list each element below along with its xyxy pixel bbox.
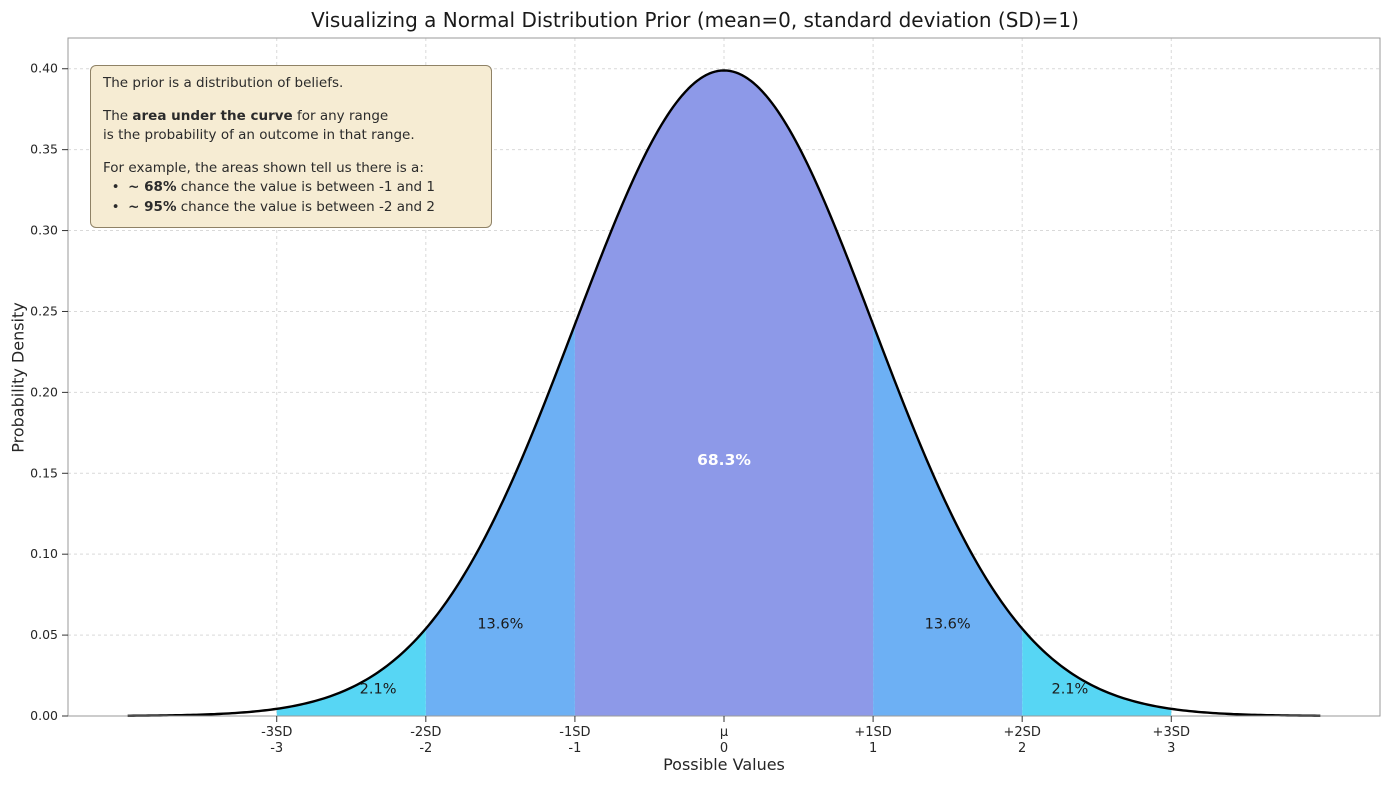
y-tick-label: 0.30 — [30, 223, 58, 238]
x-tick-label-sd: +1SD — [854, 725, 891, 740]
annotation-line: • ~ 95% chance the value is between -2 a… — [103, 198, 435, 215]
x-tick-label-value: -2 — [419, 741, 432, 756]
x-tick-label-value: -1 — [568, 741, 581, 756]
shaded-region-2.1% — [1022, 628, 1172, 716]
y-tick-label: 0.35 — [30, 142, 58, 157]
annotation-paragraph-gap — [103, 146, 479, 159]
annotation-paragraph-gap — [103, 94, 479, 107]
annotation-line: The area under the curve for any range — [103, 107, 389, 124]
x-tick-label-value: -3 — [270, 741, 283, 756]
y-tick-label: 0.10 — [30, 546, 58, 561]
region-label: 2.1% — [360, 681, 397, 697]
annotation-box: The prior is a distribution of beliefs. T… — [90, 65, 492, 228]
y-tick-label: 0.40 — [30, 61, 58, 76]
annotation-line: The prior is a distribution of beliefs. — [103, 75, 344, 91]
x-tick-label-sd: +2SD — [1003, 725, 1040, 740]
x-tick-label-value: 1 — [869, 741, 877, 756]
x-tick-label-sd: -3SD — [261, 725, 292, 740]
x-tick-label-sd: μ — [720, 725, 728, 740]
chart-title: Visualizing a Normal Distribution Prior … — [311, 8, 1079, 32]
x-tick-label-value: 3 — [1167, 741, 1175, 756]
region-label: 13.6% — [925, 617, 971, 633]
y-tick-label: 0.25 — [30, 303, 58, 318]
x-tick-label-sd: -1SD — [559, 725, 590, 740]
x-tick-label-sd: -2SD — [410, 725, 441, 740]
x-tick-label-value: 0 — [720, 741, 728, 756]
annotation-line: is the probability of an outcome in that… — [103, 127, 415, 143]
region-label: 2.1% — [1051, 681, 1088, 697]
region-label: 13.6% — [477, 617, 523, 633]
distribution-curve — [127, 69, 1321, 717]
x-axis-label: Possible Values — [663, 755, 785, 774]
annotation-line: • ~ 68% chance the value is between -1 a… — [103, 179, 435, 195]
y-tick-label: 0.20 — [30, 384, 58, 399]
shaded-region-68.3% — [574, 70, 874, 716]
shaded-region-2.1% — [276, 628, 426, 716]
y-axis-label: Probability Density — [8, 302, 28, 453]
x-tick-label-value: 2 — [1018, 741, 1026, 756]
y-tick-label: 0.05 — [30, 627, 58, 642]
annotation-line: For example, the areas shown tell us the… — [103, 159, 424, 176]
y-tick-label: 0.00 — [30, 708, 58, 723]
x-tick-label-sd: +3SD — [1153, 725, 1190, 740]
region-label: 68.3% — [697, 451, 751, 469]
y-tick-label: 0.15 — [30, 465, 58, 480]
